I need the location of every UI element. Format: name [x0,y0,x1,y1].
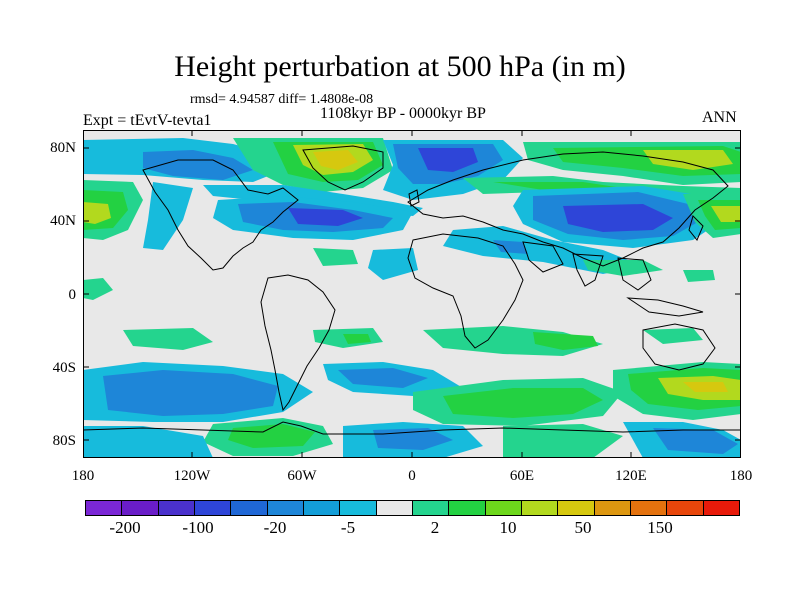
colorbar-swatch [558,501,595,515]
colorbar-label: 2 [430,518,440,537]
colorbar-swatch [412,501,450,515]
colorbar-swatch [594,501,631,515]
colorbar-swatch [703,501,739,515]
southeast-asia-coast [617,257,652,291]
colorbar-label: -200 [109,518,141,537]
colorbar-swatch [340,501,377,515]
lon-label-60e: 60E [509,468,535,484]
lat-label-eq: 0 [68,287,77,303]
colorbar-swatch [485,501,522,515]
colorbar-swatch [667,501,704,515]
colorbar-label: 50 [574,518,592,537]
colorbar-label: -100 [182,518,214,537]
time-period-subtitle: 1108kyr BP - 0000kyr BP [320,105,486,122]
lat-label-40n: 40N [50,213,76,229]
arabia-coast [522,241,564,273]
colorbar-swatch [122,501,159,515]
plot-title: Height perturbation at 500 hPa (in m) [174,50,626,83]
lon-label-60w: 60W [287,468,317,484]
map-panel [83,130,741,458]
axis-ticks [83,130,741,458]
lon-label-180e: 180 [729,468,753,484]
colorbar-swatch [376,501,413,515]
colorbar-swatch [449,501,486,515]
uk-coast [408,189,420,207]
colorbar-swatch [86,501,123,515]
experiment-label: Expt = tEvtV-tevta1 [83,112,212,129]
colorbar-label: 10 [499,518,517,537]
season-label: ANN [702,109,737,126]
colorbar-swatch [521,501,559,515]
lat-label-80n: 80N [50,140,76,156]
colorbar-swatch [303,501,341,515]
colorbar-swatch [194,501,232,515]
greenland-coast [302,145,384,191]
colorbar [85,500,740,516]
colorbar-swatch [267,501,304,515]
lat-label-80s: 80S [52,433,76,449]
antarctica-coast [83,421,741,435]
japan-coast [688,215,704,241]
eurasia-coast [407,151,729,267]
southern-subtropical-field [83,270,715,356]
maritime-continent-coast [626,297,704,317]
colorbar-swatch [630,501,668,515]
lon-label-120w: 120W [173,468,211,484]
colorbar-swatch [158,501,195,515]
lat-label-40s: 40S [52,360,76,376]
south-america-coast [260,274,336,412]
colorbar-swatch [231,501,268,515]
southern-midlatitude-field [83,362,741,458]
lon-label-120e: 120E [615,468,647,484]
northern-midlatitude-field [83,180,741,280]
colorbar-label: -20 [263,518,287,537]
contour-map [83,130,741,458]
colorbar-label: 150 [647,518,673,537]
coastlines [83,145,741,435]
rmsd-diff-stats: rmsd= 4.94587 diff= 1.4808e-08 [190,92,374,107]
north-america-coast [142,159,299,271]
australia-coast [642,323,716,371]
colorbar-label: -5 [340,518,356,537]
lon-label-180w: 180 [71,468,95,484]
lon-label-0: 0 [408,468,416,484]
india-coast [572,253,604,287]
africa-coast [407,233,524,349]
